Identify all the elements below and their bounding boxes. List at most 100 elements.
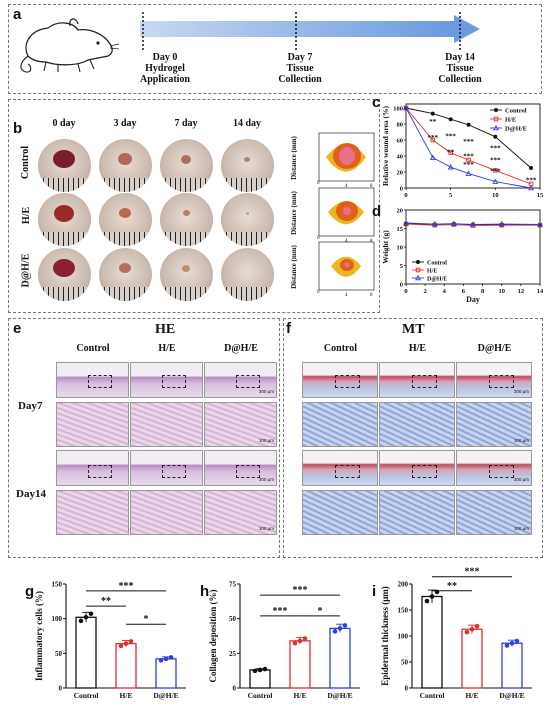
y-tick-label: 15 — [397, 226, 404, 233]
timeline-step-2: Day 14 Tissue Collection — [438, 52, 482, 85]
panel-e-box — [8, 318, 280, 558]
photo-row-2: D@H/E — [20, 253, 32, 288]
x-tick-label: 4 — [443, 288, 447, 295]
bar-1 — [115, 642, 137, 689]
ruler — [38, 287, 91, 301]
data-point — [447, 164, 454, 170]
zoom-region — [335, 375, 361, 388]
wound-spot — [245, 211, 249, 215]
bar-2 — [155, 658, 177, 689]
data-point — [448, 117, 453, 122]
data-point — [448, 150, 453, 156]
zoom-region — [489, 375, 515, 388]
contour-tick: 4 — [345, 184, 348, 188]
weight-chart: 0 5 10 15 20 0 2 4 6 8 10 12 14 Weight (g) Day Control H… — [381, 208, 544, 305]
data-point — [465, 170, 472, 176]
data-point — [431, 220, 438, 227]
y-tick-label: 25 — [229, 650, 237, 658]
contour-ylabel: Distance (mm) — [289, 245, 298, 289]
scale-bar-label: 100 μm — [513, 526, 529, 531]
scale-bar-label: 300 μm — [258, 389, 274, 394]
data-dot — [292, 640, 298, 646]
legend-label: H/E — [505, 117, 516, 124]
data-point — [450, 220, 457, 226]
x-tick-label: 5 — [449, 192, 453, 199]
scale-bar-label: 300 μm — [513, 389, 529, 394]
panel-a-box — [8, 4, 542, 94]
wound-photo-2-3 — [221, 248, 274, 301]
data-point — [403, 219, 409, 226]
x-tick-label: D@H/E — [499, 691, 524, 700]
x-tick-label: 14 — [537, 288, 544, 295]
data-dot — [509, 640, 515, 646]
zoom-region — [489, 465, 515, 478]
wound-photo-1-1 — [99, 193, 152, 246]
series-line-2 — [405, 222, 541, 225]
panel-label-e: e — [13, 320, 22, 337]
timeline-step-1: Day 7 Tissue Collection — [278, 52, 322, 85]
wound-photo-1-0 — [38, 193, 91, 246]
contour-plot-2: 0 4 8 — [317, 241, 375, 297]
collagen-deposition-chart: 0 25 50 75 Control H/E D@H/E Collagen depositio… — [208, 581, 360, 700]
x-tick-label: 10 — [498, 288, 505, 295]
x-axis-label: Day — [466, 295, 480, 304]
ruler — [221, 232, 274, 246]
wound-spot — [181, 154, 191, 164]
legend-marker — [416, 260, 420, 264]
panel-label-i: i — [372, 583, 377, 600]
data-dot — [88, 611, 94, 617]
data-dot — [302, 636, 308, 641]
mt-lowmag-1-0 — [302, 450, 378, 486]
panel-label-h: h — [200, 583, 210, 600]
photo-row-1: H/E — [21, 206, 33, 225]
panel-label-a: a — [13, 6, 22, 23]
mt-highmag-1-2: 100 μm — [456, 490, 532, 535]
y-tick-label: 100 — [398, 633, 409, 641]
y-tick-label: 150 — [398, 607, 409, 615]
data-dot — [337, 626, 343, 631]
data-dot — [469, 626, 475, 632]
scale-bar-label: 300 μm — [258, 477, 274, 482]
data-point — [492, 178, 499, 184]
bar-0 — [75, 616, 97, 689]
y-tick-label: 100 — [393, 106, 403, 113]
wound-photo-0-0 — [38, 139, 91, 192]
contour-tick: 8 — [370, 184, 373, 188]
data-dot — [78, 618, 84, 624]
significance-mark: ** — [447, 581, 457, 592]
y-tick-label: 60 — [397, 138, 404, 145]
data-dot — [429, 594, 435, 599]
mt-highmag-0-0 — [302, 402, 378, 447]
he-row-day7: Day7 — [18, 400, 43, 412]
significance-mark: *** — [119, 581, 134, 592]
ruler — [99, 287, 152, 301]
wound-photo-2-2 — [160, 248, 213, 301]
significance-mark: *** — [490, 156, 501, 164]
mt-highmag-0-2: 100 μm — [456, 402, 532, 447]
significance-mark: *** — [273, 606, 288, 617]
wound-photo-1-3 — [221, 193, 274, 246]
y-tick-label: 50 — [401, 659, 409, 667]
data-point — [403, 104, 409, 111]
legend-label: Control — [505, 108, 527, 115]
x-tick-label: H/E — [120, 691, 133, 700]
significance-mark: *** — [445, 132, 456, 140]
y-tick-label: 200 — [398, 581, 409, 589]
mt-lowmag-1-1 — [379, 450, 455, 486]
zoom-region — [162, 375, 187, 388]
contour-tick: 8 — [370, 293, 373, 297]
contour-tick: 0 — [317, 181, 320, 186]
mt-highmag-1-0 — [302, 490, 378, 535]
data-dot — [257, 667, 263, 673]
data-point — [529, 166, 534, 170]
y-tick-label: 10 — [397, 245, 404, 252]
he-highmag-1-2: 100 μm — [204, 490, 277, 535]
bar-2 — [329, 627, 351, 689]
epidermal-thickness-chart: 0 50 100 150 200 Control H/E D@H/E Epidermal thi… — [380, 567, 532, 700]
bar-0 — [249, 669, 271, 689]
data-point — [430, 137, 436, 143]
wound-photo-2-0 — [38, 248, 91, 301]
zoom-region — [162, 465, 187, 478]
y-axis-label: Collagen deposition (%) — [208, 589, 218, 682]
mt-col-label: H/E — [408, 343, 427, 354]
